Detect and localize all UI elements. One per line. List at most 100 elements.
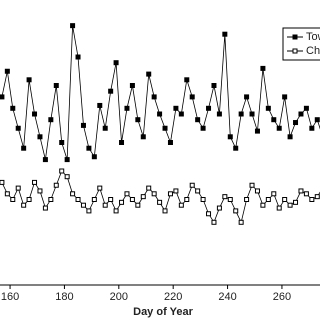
point <box>265 197 271 202</box>
point <box>151 191 157 197</box>
x-tick-label: 180 <box>55 291 73 303</box>
point <box>53 83 59 88</box>
point <box>86 208 92 214</box>
point <box>178 202 184 208</box>
point <box>10 105 16 111</box>
point <box>254 188 260 194</box>
point <box>254 128 260 134</box>
point <box>233 145 239 151</box>
legend-label: Ch <box>306 45 320 57</box>
point <box>32 111 38 117</box>
point <box>287 134 293 140</box>
point <box>80 202 86 208</box>
x-axis-label: Day of Year <box>133 306 193 318</box>
point <box>119 199 125 205</box>
point <box>140 134 146 140</box>
point <box>282 197 288 202</box>
point <box>195 117 201 123</box>
point <box>276 125 282 131</box>
point <box>26 197 32 202</box>
point <box>309 197 315 202</box>
point <box>222 194 228 200</box>
point <box>227 197 233 202</box>
point <box>113 208 119 214</box>
point <box>184 77 190 83</box>
point <box>282 94 288 100</box>
point <box>97 102 103 108</box>
legend-label: Tow <box>306 31 320 43</box>
point <box>146 185 152 191</box>
point <box>48 197 54 202</box>
point <box>75 54 81 60</box>
point <box>15 185 21 191</box>
point <box>64 157 70 163</box>
point <box>309 125 315 131</box>
point <box>211 83 217 88</box>
point <box>135 117 141 123</box>
point <box>113 60 119 66</box>
point <box>157 199 163 205</box>
point <box>53 182 59 188</box>
point <box>238 111 244 117</box>
point <box>216 111 222 117</box>
point <box>293 199 299 205</box>
legend-marker <box>292 48 298 54</box>
point <box>206 105 212 111</box>
point <box>102 202 108 208</box>
point <box>200 197 206 202</box>
point <box>216 205 222 211</box>
point <box>227 134 233 140</box>
point <box>21 145 27 151</box>
point <box>129 197 135 202</box>
point <box>64 174 70 180</box>
point <box>249 182 255 188</box>
point <box>91 154 97 160</box>
point <box>59 140 65 145</box>
point <box>184 197 190 202</box>
point <box>80 122 86 128</box>
legend-box <box>282 27 320 61</box>
point <box>146 71 152 77</box>
point <box>173 105 179 111</box>
point <box>48 117 54 123</box>
point <box>86 145 92 151</box>
point <box>260 65 266 71</box>
point <box>0 94 5 100</box>
series-line <box>1 170 320 224</box>
point <box>124 191 130 197</box>
point <box>37 188 43 194</box>
point <box>15 125 21 131</box>
point <box>4 191 10 197</box>
x-tick-label: 220 <box>164 291 182 303</box>
point <box>119 140 125 145</box>
point <box>26 77 32 83</box>
point <box>91 197 97 202</box>
point <box>244 197 250 202</box>
point <box>157 111 163 117</box>
point <box>249 111 255 117</box>
point <box>42 157 48 163</box>
point <box>222 31 228 37</box>
point <box>151 94 157 100</box>
point <box>314 117 320 123</box>
point <box>167 140 173 145</box>
point <box>298 111 304 117</box>
point <box>303 191 309 197</box>
point <box>70 23 76 29</box>
point <box>238 219 244 225</box>
point <box>287 202 293 208</box>
point <box>4 68 10 74</box>
point <box>314 194 320 200</box>
point <box>189 182 195 188</box>
point <box>75 197 81 202</box>
point <box>162 208 168 214</box>
point <box>293 120 299 126</box>
point <box>167 191 173 197</box>
point <box>42 205 48 211</box>
point <box>37 134 43 140</box>
point <box>233 208 239 214</box>
point <box>108 197 114 202</box>
x-tick-label: 240 <box>218 291 236 303</box>
point <box>244 94 250 100</box>
